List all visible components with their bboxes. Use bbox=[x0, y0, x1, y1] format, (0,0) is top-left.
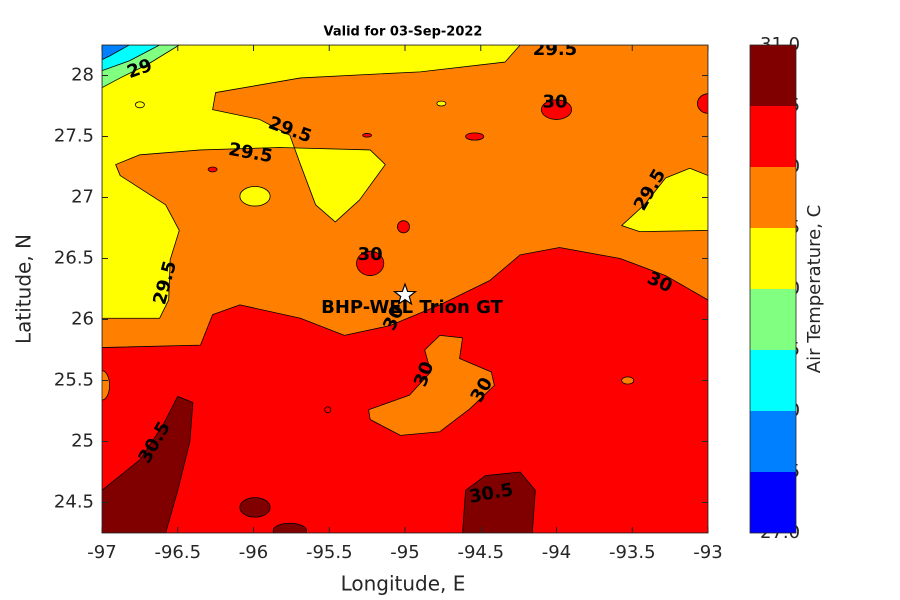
colorbar-band bbox=[750, 289, 796, 350]
x-tick-label: -94 bbox=[542, 542, 571, 563]
contour-region bbox=[368, 334, 495, 436]
contour-region bbox=[102, 45, 521, 319]
y-tick-label: 26.5 bbox=[54, 248, 94, 269]
contour-region bbox=[102, 247, 708, 533]
y-tick-label: 28 bbox=[71, 65, 94, 86]
contour-region bbox=[102, 395, 194, 533]
y-tick-label: 24.5 bbox=[54, 492, 94, 513]
y-tick-label: 27.5 bbox=[54, 126, 94, 147]
x-axis-label: Longitude, E bbox=[341, 572, 466, 596]
contour-region bbox=[356, 250, 385, 276]
contour-region bbox=[239, 186, 271, 207]
colorbar-band bbox=[750, 350, 796, 411]
station-label: BHP-WEL Trion GT bbox=[321, 297, 503, 318]
x-tick-label: -93.5 bbox=[609, 542, 656, 563]
x-tick-label: -93 bbox=[693, 542, 722, 563]
contour-region bbox=[207, 166, 218, 173]
contour-region bbox=[134, 101, 145, 109]
y-tick-label: 27 bbox=[71, 187, 94, 208]
y-axis-label: Latitude, N bbox=[12, 234, 36, 344]
contour-region bbox=[465, 132, 485, 141]
contour-label: 30 bbox=[358, 244, 383, 265]
contour-region bbox=[621, 376, 635, 385]
contour-region bbox=[696, 93, 708, 114]
contour-region bbox=[540, 99, 573, 120]
x-tick-label: -97 bbox=[87, 542, 116, 563]
overlay: BHP-WEL Trion GT -97 -96.5 -96 -95.5 -95 -94.5… bbox=[54, 44, 723, 563]
colorbar-label: Air Temperature, C bbox=[804, 205, 825, 373]
contour-label: 30 bbox=[542, 91, 567, 112]
colorbar-band bbox=[750, 472, 796, 533]
colorbar-band bbox=[750, 167, 796, 228]
y-tick-label: 25 bbox=[71, 431, 94, 452]
contour-region bbox=[462, 471, 536, 533]
contour-region bbox=[436, 100, 447, 107]
x-tick-label: -96.5 bbox=[154, 542, 201, 563]
contour-label: 29.5 bbox=[533, 39, 577, 60]
y-tick-label: 25.5 bbox=[54, 370, 94, 391]
colorbar-band bbox=[750, 106, 796, 167]
contour-region bbox=[324, 406, 332, 414]
colorbar-frame bbox=[749, 44, 797, 534]
contour-region bbox=[621, 167, 708, 233]
contour-region bbox=[272, 522, 307, 533]
x-tick-label: -95.5 bbox=[306, 542, 353, 563]
contour-region bbox=[397, 220, 410, 234]
colorbar-band bbox=[750, 411, 796, 472]
contour-region bbox=[102, 45, 130, 61]
contour-region bbox=[362, 133, 373, 138]
x-tick-label: -95 bbox=[390, 542, 419, 563]
station-marker bbox=[392, 282, 418, 306]
contour-region bbox=[239, 497, 271, 518]
x-tick-label: -96 bbox=[239, 542, 268, 563]
y-tick-label: 26 bbox=[71, 309, 94, 330]
colorbar-band bbox=[750, 228, 796, 289]
colorbar-band bbox=[750, 45, 796, 106]
chart-title: Valid for 03-Sep-2022 bbox=[324, 25, 483, 40]
x-tick-label: -94.5 bbox=[457, 542, 504, 563]
